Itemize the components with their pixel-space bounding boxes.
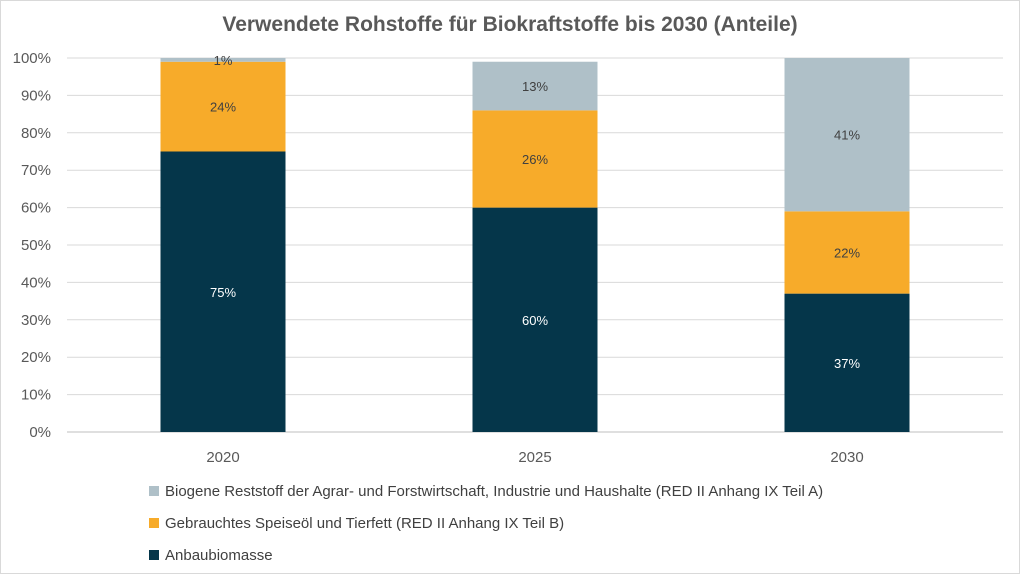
- chart-plot: 0% 10% 20% 30% 40% 50% 60% 70% 80% 90% 100% 75% 24% 1…: [13, 50, 1003, 466]
- data-label: 24%: [210, 100, 236, 115]
- legend-label: Anbaubiomasse: [165, 546, 273, 564]
- legend-swatch: [149, 550, 159, 560]
- chart-title: Verwendete Rohstoffe für Biokraftstoffe …: [222, 13, 798, 36]
- y-tick-label: 90%: [21, 87, 51, 104]
- chart-legend: Biogene Reststoff der Agrar- und Forstwi…: [149, 481, 823, 577]
- legend-item: Gebrauchtes Speiseöl und Tierfett (RED I…: [149, 513, 823, 533]
- bar-segment: [472, 61, 598, 111]
- data-label: 13%: [522, 79, 548, 94]
- y-tick-label: 10%: [21, 387, 51, 404]
- data-label: 37%: [834, 356, 860, 371]
- y-tick-label: 60%: [21, 200, 51, 217]
- bar-segment: [160, 151, 286, 432]
- bar-segment: [472, 110, 598, 208]
- y-tick-label: 50%: [21, 237, 51, 254]
- bar-segment: [784, 293, 910, 432]
- legend-label: Gebrauchtes Speiseöl und Tierfett (RED I…: [165, 514, 565, 532]
- data-label: 60%: [522, 313, 548, 328]
- data-label: 75%: [210, 285, 236, 300]
- y-tick-label: 80%: [21, 125, 51, 142]
- x-tick-label: 2025: [518, 449, 551, 466]
- x-tick-label: 2030: [830, 449, 863, 466]
- legend-label: Biogene Reststoff der Agrar- und Forstwi…: [165, 482, 824, 500]
- y-tick-label: 0%: [29, 424, 51, 441]
- data-label: 26%: [522, 152, 548, 167]
- y-tick-label: 20%: [21, 349, 51, 366]
- bar-segment: [784, 211, 910, 294]
- legend-swatch: [149, 486, 159, 496]
- bar-segment: [472, 207, 598, 432]
- bar-segment: [160, 58, 286, 62]
- legend-item: Anbaubiomasse: [149, 545, 823, 565]
- data-label: 22%: [834, 245, 860, 260]
- x-tick-label: 2020: [206, 449, 239, 466]
- y-tick-label: 30%: [21, 312, 51, 329]
- y-tick-label: 100%: [13, 50, 51, 67]
- legend-swatch: [149, 518, 159, 528]
- data-label: 41%: [834, 128, 860, 143]
- y-tick-label: 40%: [21, 274, 51, 291]
- bar-segment: [160, 61, 286, 152]
- y-tick-label: 70%: [21, 162, 51, 179]
- bar-segment: [784, 58, 910, 212]
- legend-item: Biogene Reststoff der Agrar- und Forstwi…: [149, 481, 823, 501]
- data-label: 1%: [214, 53, 233, 68]
